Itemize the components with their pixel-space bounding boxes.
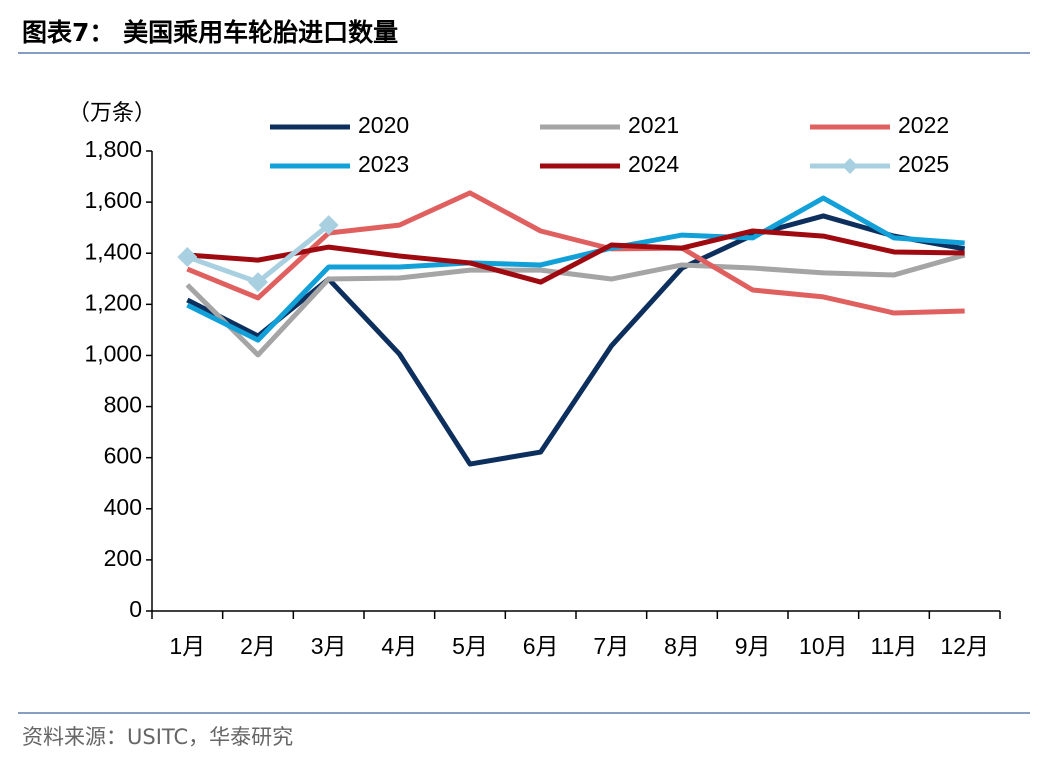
x-tick-label: 3月 xyxy=(311,633,347,659)
legend-label: 2021 xyxy=(628,112,679,138)
x-tick-label: 7月 xyxy=(593,633,629,659)
chart-title: 图表7： 美国乘用车轮胎进口数量 xyxy=(22,18,398,47)
y-tick-label: 1,400 xyxy=(84,238,142,264)
source: 资料来源：USITC，华泰研究 xyxy=(22,725,293,749)
y-tick-label: 1,200 xyxy=(84,289,142,315)
legend-label: 2020 xyxy=(358,112,409,138)
series-marker xyxy=(248,272,268,293)
legend-label: 2025 xyxy=(898,151,949,177)
legend-label: 2022 xyxy=(898,112,949,138)
series-line xyxy=(185,252,966,358)
y-tick-label: 0 xyxy=(129,596,142,622)
x-tick-label: 11月 xyxy=(871,633,918,659)
x-tick-label: 10月 xyxy=(799,633,848,659)
y-tick-label: 200 xyxy=(104,545,142,571)
legend-marker xyxy=(842,158,858,174)
y-tick-label: 600 xyxy=(104,443,142,469)
y-tick-label: 1,600 xyxy=(84,187,142,213)
x-tick-label: 4月 xyxy=(381,633,417,659)
series-marker xyxy=(318,215,339,236)
x-tick-label: 8月 xyxy=(664,633,700,659)
series-line xyxy=(187,228,965,285)
y-tick-label: 1,000 xyxy=(84,341,142,367)
x-tick-label: 9月 xyxy=(735,633,771,659)
x-tick-label: 5月 xyxy=(452,633,488,659)
x-tick-label: 1月 xyxy=(169,633,205,659)
x-tick-label: 6月 xyxy=(523,633,559,659)
legend-label: 2024 xyxy=(628,151,679,177)
series-line xyxy=(186,195,965,343)
series-marker xyxy=(177,247,198,268)
y-axis-label: （万条） xyxy=(68,101,156,126)
x-tick-label: 12月 xyxy=(940,633,989,659)
y-tick-label: 1,800 xyxy=(84,136,142,162)
series-line xyxy=(186,190,965,316)
y-tick-label: 400 xyxy=(104,494,142,520)
x-tick-label: 2月 xyxy=(240,633,276,659)
y-tick-label: 800 xyxy=(104,392,142,418)
legend-label: 2023 xyxy=(358,151,409,177)
